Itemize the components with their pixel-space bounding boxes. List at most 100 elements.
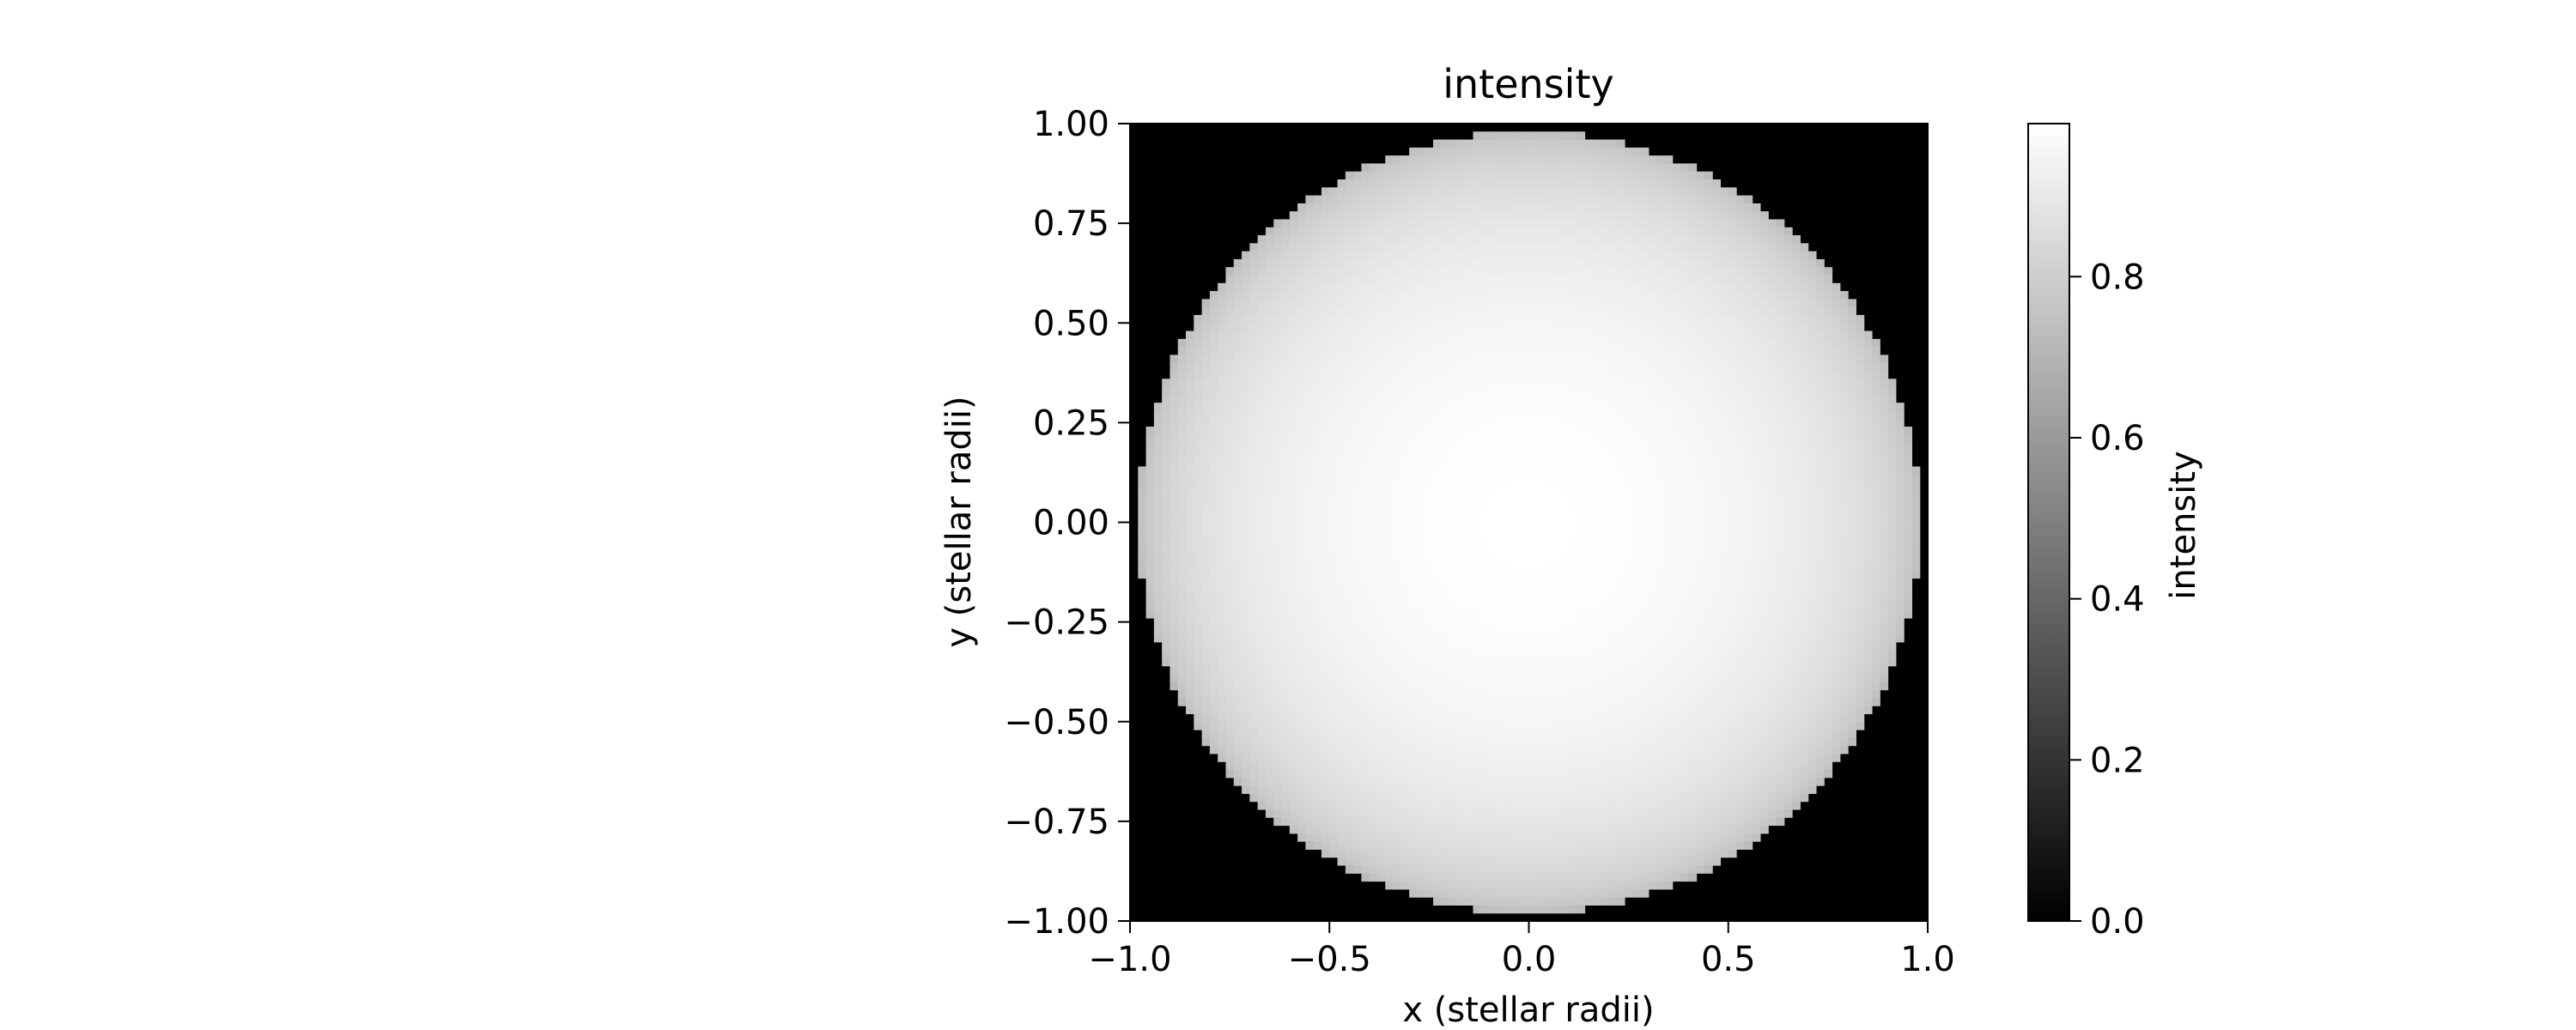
heatmap-cell <box>1249 410 1259 420</box>
heatmap-cell <box>1497 498 1506 507</box>
heatmap-cell <box>1441 609 1450 619</box>
heatmap-cell <box>1257 466 1267 476</box>
heatmap-cell <box>1696 403 1705 412</box>
heatmap-cell <box>1512 347 1522 356</box>
heatmap-cell <box>1577 570 1586 579</box>
heatmap-cell <box>1281 282 1291 292</box>
heatmap-cell <box>1776 538 1785 547</box>
heatmap-cell <box>1552 458 1562 468</box>
heatmap-cell <box>1601 418 1609 427</box>
heatmap-cell <box>1305 323 1315 332</box>
heatmap-cell <box>1783 227 1793 236</box>
heatmap-cell <box>1489 354 1498 364</box>
heatmap-cell <box>1736 514 1745 524</box>
heatmap-cell <box>1233 538 1242 547</box>
heatmap-cell <box>1209 466 1218 476</box>
heatmap-cell <box>1776 466 1785 476</box>
heatmap-cell <box>1536 314 1546 324</box>
heatmap-cell <box>1632 211 1642 221</box>
heatmap-cell <box>1800 522 1809 531</box>
heatmap-cell <box>1512 243 1522 252</box>
heatmap-cell <box>1186 410 1194 420</box>
heatmap-cell <box>1624 370 1633 379</box>
heatmap-cell <box>1249 251 1259 260</box>
heatmap-cell <box>1162 490 1171 500</box>
heatmap-cell <box>1233 498 1242 507</box>
heatmap-cell <box>1480 442 1490 451</box>
heatmap-cell <box>1608 379 1618 388</box>
heatmap-cell <box>1904 458 1913 468</box>
heatmap-cell <box>1768 418 1777 427</box>
heatmap-cell <box>1273 585 1283 595</box>
heatmap-cell <box>1433 258 1442 268</box>
heatmap-cell <box>1289 570 1298 579</box>
heatmap-cell <box>1560 347 1570 356</box>
heatmap-cell <box>1480 546 1490 555</box>
heatmap-cell <box>1863 347 1873 356</box>
heatmap-cell <box>1680 418 1689 427</box>
heatmap-cell <box>1145 546 1155 555</box>
heatmap-cell <box>1456 498 1466 507</box>
heatmap-cell <box>1417 458 1426 468</box>
heatmap-cell <box>1425 498 1434 507</box>
heatmap-cell <box>1361 235 1370 244</box>
heatmap-cell <box>1281 458 1291 468</box>
heatmap-cell <box>1608 546 1618 555</box>
heatmap-cell <box>1601 347 1609 356</box>
heatmap-cell <box>1393 450 1402 459</box>
heatmap-cell <box>1385 251 1394 260</box>
heatmap-cell <box>1904 594 1913 603</box>
heatmap-cell <box>1528 514 1538 524</box>
heatmap-cell <box>1601 474 1609 483</box>
heatmap-cell <box>1832 330 1841 340</box>
heatmap-cell <box>1385 474 1394 483</box>
heatmap-cell <box>1601 354 1609 364</box>
heatmap-cell <box>1728 490 1737 500</box>
heatmap-cell <box>1887 561 1897 571</box>
heatmap-cell <box>1417 306 1426 316</box>
heatmap-cell <box>1409 354 1419 364</box>
heatmap-cell <box>1393 561 1402 571</box>
heatmap-cell <box>1433 354 1442 364</box>
heatmap-cell <box>1305 434 1315 444</box>
heatmap-cell <box>1792 554 1801 563</box>
heatmap-cell <box>1616 354 1625 364</box>
heatmap-cell <box>1473 330 1482 340</box>
heatmap-cell <box>1242 323 1250 332</box>
heatmap-cell <box>1441 578 1450 587</box>
heatmap-cell <box>1536 203 1546 212</box>
heatmap-cell <box>1337 362 1346 372</box>
heatmap-cell <box>1672 338 1681 348</box>
heatmap-cell <box>1512 258 1522 268</box>
heatmap-cell <box>1473 554 1482 563</box>
heatmap-cell <box>1393 362 1402 372</box>
heatmap-cell <box>1592 347 1601 356</box>
heatmap-cell <box>1521 522 1530 531</box>
heatmap-cell <box>1616 314 1625 324</box>
heatmap-cell <box>1904 498 1913 507</box>
heatmap-cell <box>1400 267 1410 276</box>
heatmap-cell <box>1265 306 1274 316</box>
heatmap-cell <box>1672 251 1681 260</box>
heatmap-cell <box>1489 306 1498 316</box>
heatmap-cell <box>1425 243 1434 252</box>
heatmap-cell <box>1688 602 1698 611</box>
heatmap-cell <box>1186 609 1194 619</box>
heatmap-cell <box>1680 171 1689 180</box>
heatmap-cell <box>1584 354 1594 364</box>
heatmap-cell <box>1313 330 1322 340</box>
heatmap-cell <box>1305 410 1315 420</box>
heatmap-cell <box>1441 585 1450 595</box>
heatmap-cell <box>1465 530 1474 539</box>
heatmap-cell <box>1592 187 1601 197</box>
heatmap-cell <box>1792 561 1801 571</box>
heatmap-cell <box>1832 498 1841 507</box>
heatmap-cell <box>1194 370 1203 379</box>
heatmap-cell <box>1257 594 1267 603</box>
heatmap-cell <box>1736 291 1745 300</box>
heatmap-cell <box>1273 314 1283 324</box>
heatmap-cell <box>1815 522 1825 531</box>
heatmap-cell <box>1616 561 1625 571</box>
heatmap-cell <box>1545 243 1553 252</box>
heatmap-cell <box>1170 490 1179 500</box>
